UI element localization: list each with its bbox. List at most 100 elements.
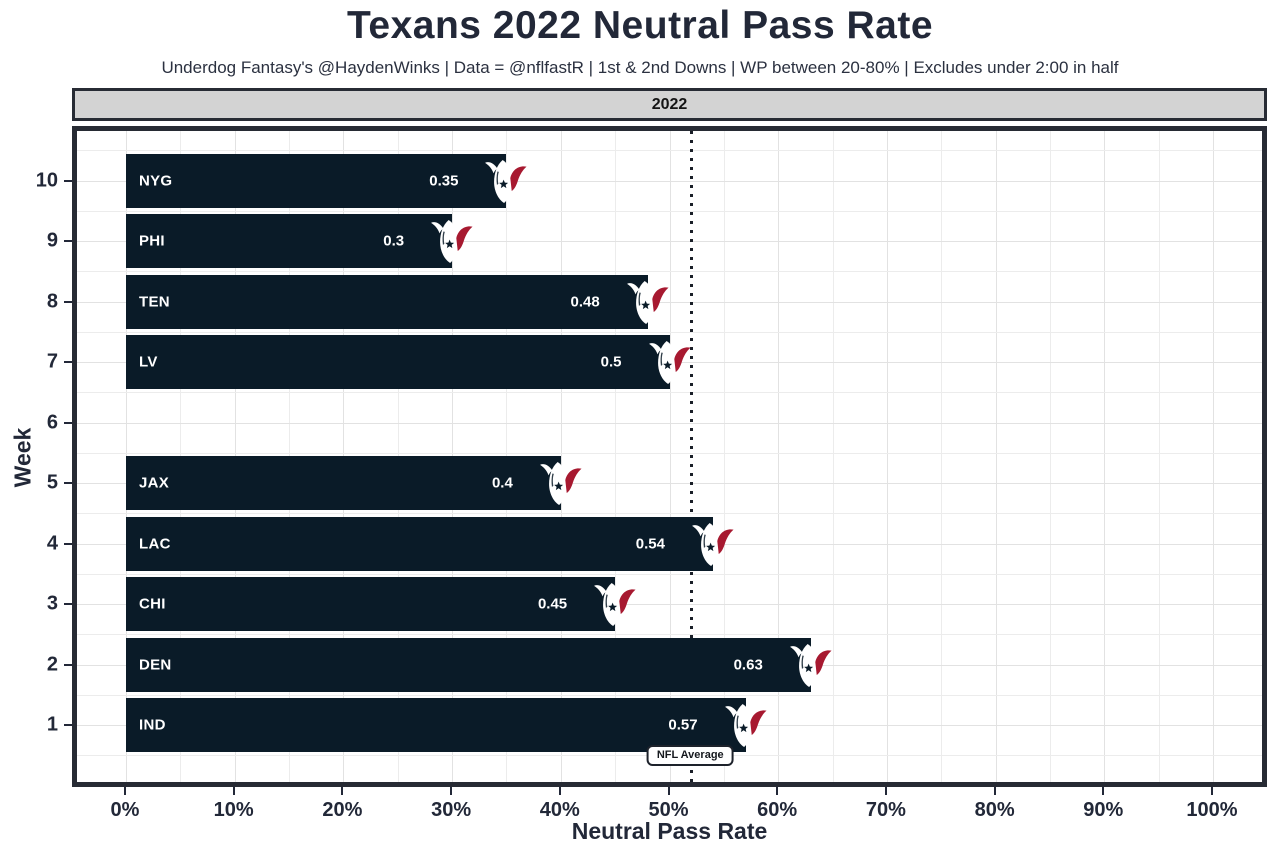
bar-week-4: LAC 0.54 bbox=[126, 516, 713, 571]
x-tick-label: 70% bbox=[865, 799, 906, 821]
y-tick-label: 9 bbox=[46, 229, 58, 252]
gridline-minor-horizontal bbox=[77, 150, 1262, 152]
bar-value-label: 0.4 bbox=[491, 474, 513, 492]
x-axis-title: Neutral Pass Rate bbox=[571, 818, 768, 844]
x-tick-label: 80% bbox=[974, 799, 1015, 821]
gridline-major-vertical bbox=[1213, 131, 1214, 782]
nfl-average-reference-line bbox=[689, 131, 693, 782]
y-tick-label: 6 bbox=[46, 411, 58, 433]
gridline-minor-horizontal bbox=[77, 331, 1262, 333]
bar-value-label: 0.45 bbox=[537, 595, 568, 613]
gridline-minor-horizontal bbox=[77, 513, 1262, 515]
facet-strip-label: 2022 bbox=[651, 95, 688, 113]
bar-opponent-label: LAC bbox=[139, 535, 171, 552]
plot-panel: NYG 0.35 PHI 0.3 TEN 0.48 LV 0.5 JAX 0.4 bbox=[72, 126, 1267, 787]
y-tick-label: 2 bbox=[46, 653, 58, 675]
chart-subtitle: Underdog Fantasy's @HaydenWinks | Data =… bbox=[161, 58, 1119, 77]
bar-value-label: 0.35 bbox=[429, 172, 459, 189]
texans-bull-logo-icon bbox=[691, 522, 734, 566]
gridline-major-vertical bbox=[886, 131, 888, 782]
y-axis-tick bbox=[64, 361, 72, 363]
gridline-minor-horizontal bbox=[77, 392, 1262, 394]
bar-week-5: JAX 0.4 bbox=[126, 456, 561, 510]
y-axis-tick bbox=[64, 240, 72, 242]
bar-week-8: TEN 0.48 bbox=[126, 274, 648, 329]
bar-opponent-label: JAX bbox=[139, 474, 170, 492]
y-tick-label: 1 bbox=[46, 713, 58, 736]
texans-bull-logo-icon bbox=[724, 704, 767, 747]
y-tick-label: 10 bbox=[35, 169, 58, 191]
gridline-major-vertical bbox=[669, 131, 671, 782]
y-axis-tick bbox=[64, 482, 72, 484]
gridline-major-vertical bbox=[778, 131, 780, 782]
y-axis-tick bbox=[64, 724, 72, 726]
x-tick-label: 0% bbox=[110, 799, 140, 821]
texans-bull-logo-icon bbox=[431, 220, 473, 263]
x-axis-tick bbox=[1211, 787, 1213, 795]
x-axis-tick bbox=[884, 787, 887, 795]
x-tick-label: 100% bbox=[1186, 799, 1238, 821]
x-axis-tick bbox=[993, 787, 996, 795]
bar-opponent-label: CHI bbox=[139, 595, 166, 613]
y-tick-label: 8 bbox=[46, 290, 58, 312]
gridline-major-horizontal bbox=[77, 604, 1262, 605]
gridline-minor-horizontal bbox=[77, 452, 1262, 454]
y-axis-tick bbox=[64, 300, 72, 303]
texans-bull-logo-icon bbox=[485, 159, 527, 203]
bar-opponent-label: DEN bbox=[139, 656, 172, 673]
x-axis-tick bbox=[124, 787, 126, 795]
y-tick-label: 5 bbox=[46, 471, 58, 494]
texans-bull-logo-icon bbox=[539, 462, 582, 505]
x-tick-label: 30% bbox=[431, 799, 472, 821]
bar-value-label: 0.3 bbox=[383, 232, 405, 250]
x-axis-tick bbox=[450, 787, 453, 795]
x-axis-tick bbox=[776, 787, 779, 795]
gridline-major-horizontal bbox=[77, 483, 1262, 484]
y-axis-tick bbox=[64, 421, 72, 424]
x-tick-label: 20% bbox=[322, 799, 363, 821]
gridline-major-horizontal bbox=[77, 241, 1262, 242]
gridline-minor-horizontal bbox=[77, 634, 1262, 636]
x-tick-label: 90% bbox=[1083, 799, 1124, 821]
bar-value-label: 0.48 bbox=[570, 293, 600, 310]
x-tick-label: 50% bbox=[648, 799, 689, 821]
y-tick-label: 4 bbox=[46, 532, 58, 554]
texans-bull-logo-icon bbox=[789, 643, 832, 687]
gridline-minor-vertical bbox=[832, 131, 834, 782]
gridline-major-horizontal bbox=[77, 301, 1262, 303]
gridline-minor-vertical bbox=[941, 131, 943, 782]
bar-week-2: DEN 0.63 bbox=[126, 637, 811, 692]
x-axis-tick bbox=[341, 787, 344, 795]
y-axis-tick bbox=[64, 663, 72, 666]
gridline-minor-vertical bbox=[615, 131, 617, 782]
x-axis-tick bbox=[232, 787, 235, 795]
gridline-minor-vertical bbox=[723, 131, 725, 782]
x-tick-label: 40% bbox=[539, 799, 580, 821]
gridline-major-vertical bbox=[560, 131, 562, 782]
facet-strip: 2022 bbox=[72, 88, 1267, 121]
gridline-major-vertical bbox=[995, 131, 997, 782]
x-tick-label: 10% bbox=[213, 799, 254, 821]
gridline-major-horizontal bbox=[77, 180, 1262, 182]
y-axis-tick bbox=[64, 542, 72, 545]
y-axis-tick bbox=[64, 179, 72, 182]
bar-week-9: PHI 0.3 bbox=[126, 214, 453, 268]
texans-bull-logo-icon bbox=[626, 280, 669, 324]
gridline-minor-vertical bbox=[1049, 131, 1051, 782]
bar-value-label: 0.63 bbox=[733, 656, 763, 673]
bar-opponent-label: IND bbox=[139, 716, 166, 734]
chart-title: Texans 2022 Neutral Pass Rate bbox=[346, 4, 934, 47]
nfl-average-label: NFL Average bbox=[646, 745, 734, 766]
y-tick-label: 7 bbox=[46, 350, 58, 373]
y-axis-tick bbox=[64, 603, 72, 605]
bar-opponent-label: LV bbox=[139, 353, 158, 371]
gridline-minor-horizontal bbox=[77, 694, 1262, 696]
bar-week-1: IND 0.57 bbox=[126, 698, 746, 752]
y-tick-label: 3 bbox=[46, 592, 58, 615]
gridline-minor-horizontal bbox=[77, 573, 1262, 575]
x-tick-label: 60% bbox=[757, 799, 798, 821]
texans-bull-logo-icon bbox=[594, 583, 636, 626]
bar-week-7: LV 0.5 bbox=[126, 335, 670, 389]
bar-opponent-label: PHI bbox=[139, 232, 165, 250]
bar-value-label: 0.54 bbox=[635, 535, 665, 552]
